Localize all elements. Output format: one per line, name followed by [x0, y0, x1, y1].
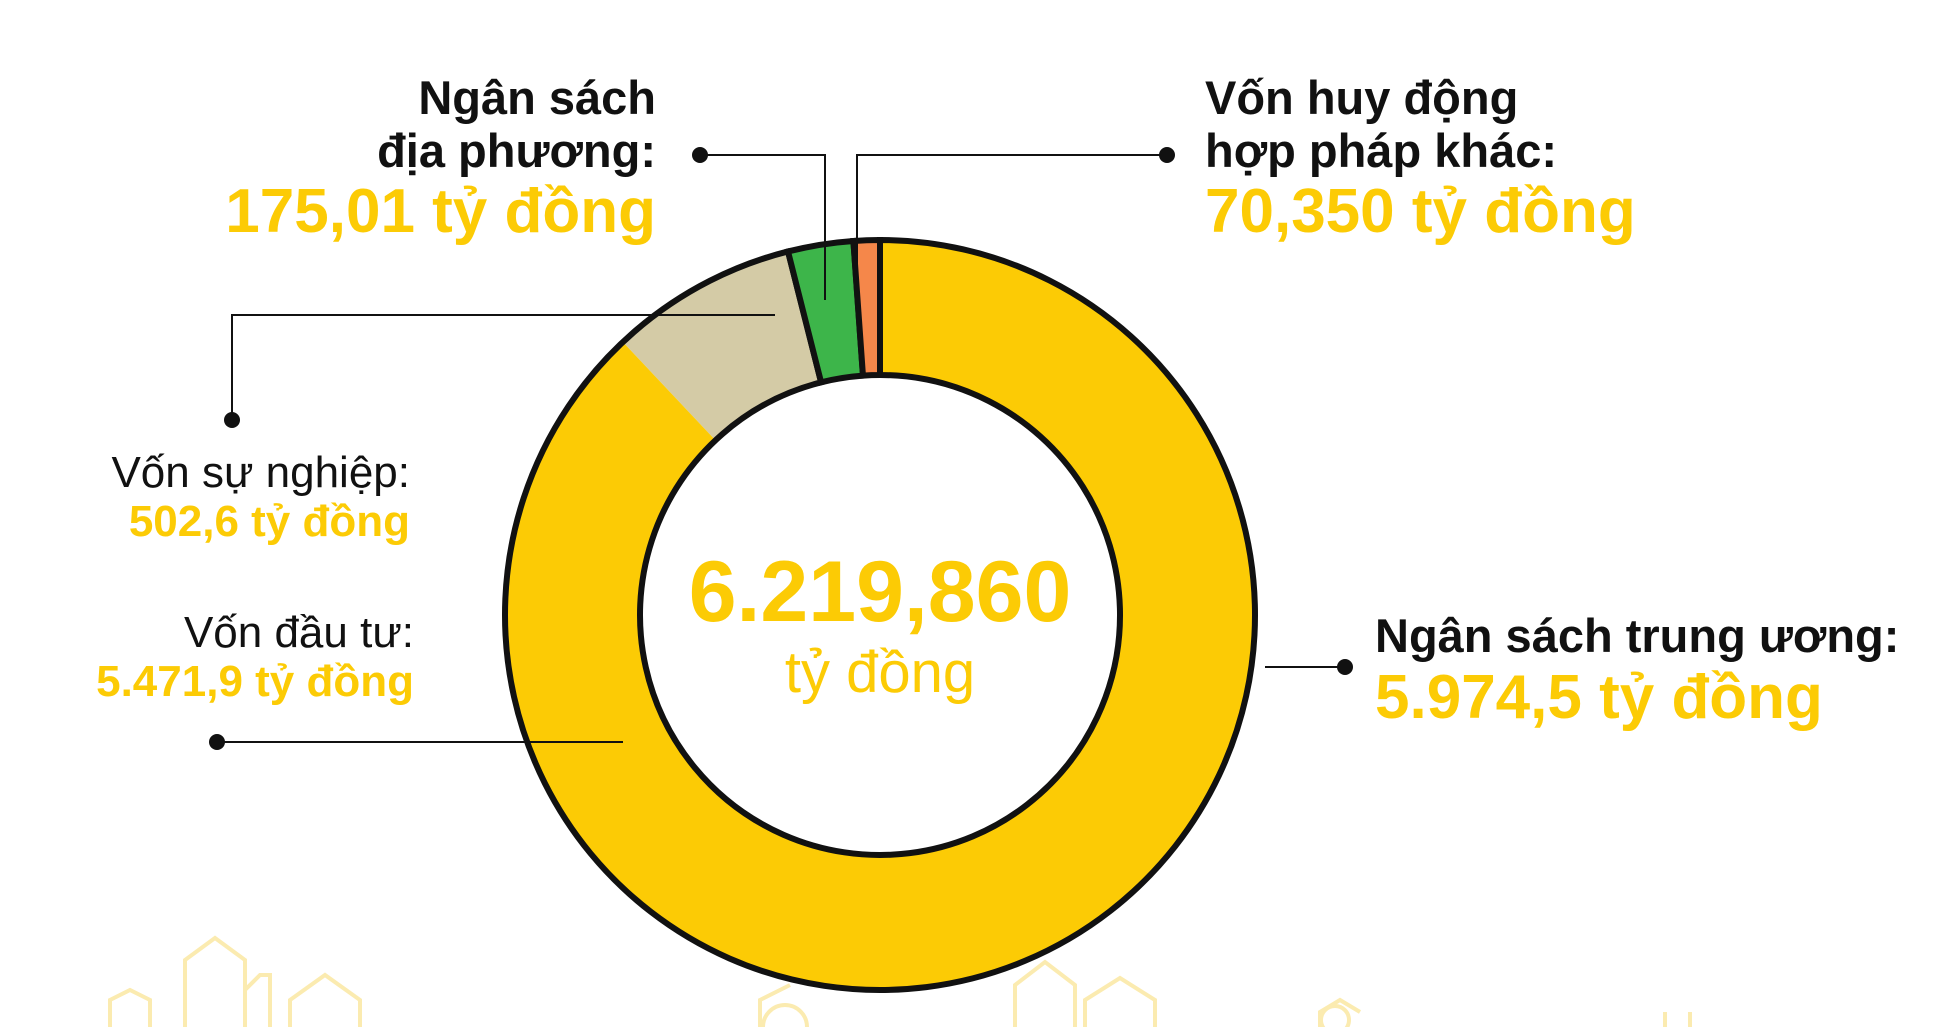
label-dia-phuong: Ngân sách địa phương: 175,01 tỷ đồng	[225, 71, 656, 247]
leader-lines	[209, 147, 1353, 750]
label-su-nghiep: Vốn sự nghiệp: 502,6 tỷ đồng	[111, 448, 410, 547]
decor-pin	[1319, 1004, 1351, 1027]
label-su-nghiep-name: Vốn sự nghiệp:	[111, 448, 410, 497]
label-huy-dong: Vốn huy động hợp pháp khác: 70,350 tỷ đồ…	[1205, 71, 1636, 247]
label-trung-uong-value: 5.974,5 tỷ đồng	[1375, 662, 1823, 732]
breakdown-slice-0	[622, 251, 822, 441]
breakdown-slice-1	[504, 240, 1255, 991]
decor-building-6	[1083, 975, 1157, 1027]
decor-building-7	[1318, 997, 1362, 1027]
decor-building-0	[108, 987, 152, 1027]
leader-dot-1	[1159, 147, 1175, 163]
label-dau-tu-name: Vốn đầu tư:	[183, 608, 414, 657]
label-huy-dong-name-line2: hợp pháp khác:	[1205, 123, 1557, 177]
decor-building-1	[183, 935, 247, 1027]
background-decoration	[108, 935, 1692, 1027]
label-trung-uong: Ngân sách trung ương: 5.974,5 tỷ đồng	[1375, 609, 1900, 732]
label-huy-dong-name-line1: Vốn huy động	[1205, 71, 1519, 124]
label-dia-phuong-name-line1: Ngân sách	[418, 71, 656, 124]
label-dau-tu-value: 5.471,9 tỷ đồng	[96, 657, 414, 707]
decor-sun	[761, 1003, 809, 1027]
leader-dot-2	[692, 147, 708, 163]
decor-building-5	[1013, 959, 1077, 1027]
label-su-nghiep-value: 502,6 tỷ đồng	[128, 497, 410, 547]
label-dia-phuong-name-line2: địa phương:	[377, 123, 656, 177]
leader-dot-0	[1337, 659, 1353, 675]
total-value: 6.219,860	[688, 544, 1072, 640]
total-unit: tỷ đồng	[784, 639, 976, 705]
donut-slices	[502, 236, 1258, 993]
leader-line-3	[231, 314, 775, 420]
label-dia-phuong-value: 175,01 tỷ đồng	[225, 177, 656, 247]
decor-building-3	[288, 972, 362, 1027]
label-huy-dong-value: 70,350 tỷ đồng	[1205, 177, 1636, 247]
leader-dot-4	[209, 734, 225, 750]
decor-building-4	[758, 983, 791, 1027]
leader-line-1	[856, 154, 1167, 305]
label-dau-tu: Vốn đầu tư: 5.471,9 tỷ đồng	[96, 608, 414, 707]
leader-line-2	[700, 154, 826, 300]
leader-dot-3	[224, 412, 240, 428]
slice-0	[502, 236, 1258, 993]
decor-building-8	[1663, 1012, 1692, 1027]
inner-breakdown	[504, 240, 1255, 991]
center-total: 6.219,860 tỷ đồng	[680, 545, 1080, 706]
slice-2	[850, 236, 883, 379]
label-trung-uong-name: Ngân sách trung ương:	[1375, 609, 1900, 662]
decor-building-2	[243, 973, 272, 1027]
